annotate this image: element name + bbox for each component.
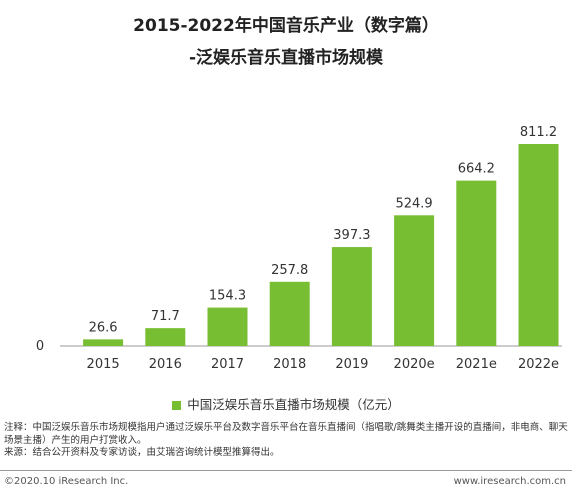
x-tick-label: 2015	[87, 357, 120, 372]
notes-block: 注释：中国泛娱乐音乐市场规模指用户通过泛娱乐平台及数字音乐平台在音乐直播间（指唱…	[4, 422, 568, 460]
data-label: 26.6	[89, 320, 118, 335]
copyright-text: ©2020.10 iResearch Inc.	[4, 476, 129, 487]
bar	[456, 180, 497, 346]
note-text: 注释：中国泛娱乐音乐市场规模指用户通过泛娱乐平台及数字音乐平台在音乐直播间（指唱…	[4, 422, 568, 446]
x-tick-label: 2019	[335, 357, 368, 372]
y-axis-zero-label: 0	[36, 339, 44, 354]
legend: 中国泛娱乐音乐直播市场规模（亿元）	[0, 394, 572, 413]
data-label: 397.3	[333, 228, 370, 243]
chart-title: 2015-2022年中国音乐产业（数字篇）	[133, 16, 439, 36]
data-label: 811.2	[520, 125, 557, 140]
bar	[269, 281, 310, 346]
x-tick-label: 2016	[149, 357, 182, 372]
bar	[394, 215, 435, 346]
source-text: 来源：结合公开资料及专家访谈，由艾瑞咨询统计模型推算得出。	[4, 447, 280, 458]
data-label: 257.8	[271, 263, 308, 278]
data-label: 154.3	[209, 289, 246, 304]
legend-label: 中国泛娱乐音乐直播市场规模（亿元）	[187, 397, 400, 412]
data-label: 524.9	[395, 196, 432, 211]
chart-subtitle: -泛娱乐音乐直播市场规模	[188, 48, 384, 68]
x-tick-label: 2018	[273, 357, 306, 372]
x-tick-label: 2021e	[456, 357, 497, 372]
legend-swatch	[172, 401, 182, 410]
bar	[331, 247, 372, 346]
bar	[145, 328, 186, 346]
x-tick-label: 2022e	[518, 357, 559, 372]
bar	[518, 144, 559, 346]
website-text: www.iresearch.com.cn	[453, 476, 566, 487]
data-label: 71.7	[151, 309, 180, 324]
bar	[83, 339, 124, 346]
x-tick-label: 2020e	[394, 357, 435, 372]
data-label: 664.2	[458, 162, 495, 177]
x-tick-label: 2017	[211, 357, 244, 372]
bar	[207, 307, 248, 346]
bar-chart: 0 26.6 2015 71.7 2016 154.3 2017 257.8 2018 397.3…	[36, 125, 562, 372]
footer-divider	[0, 470, 572, 471]
